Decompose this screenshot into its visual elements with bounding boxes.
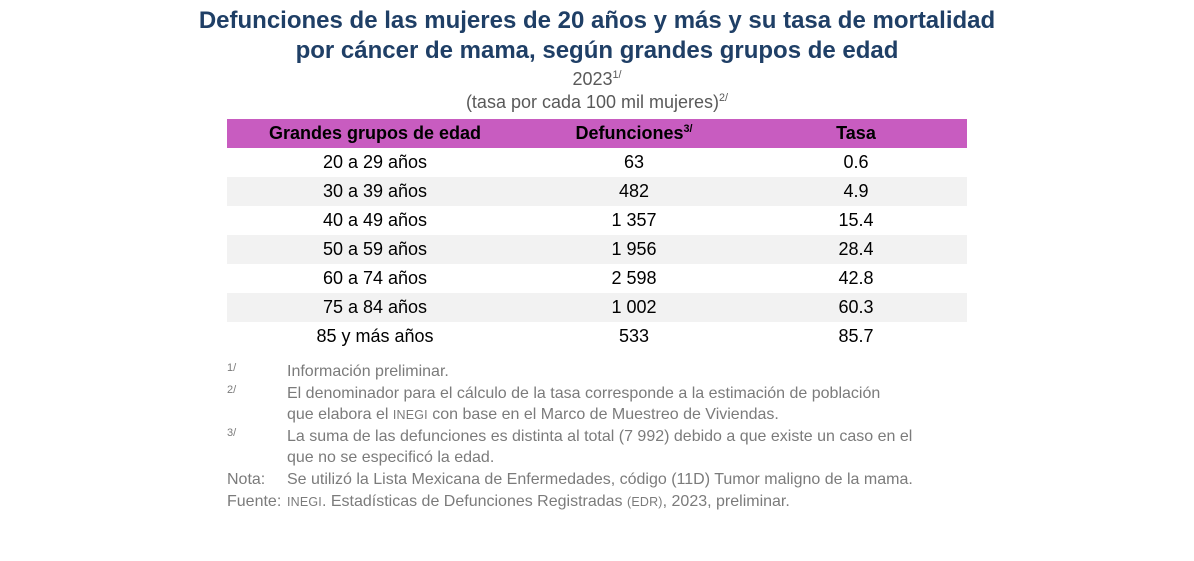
footnote-nota: Nota: Se utilizó la Lista Mexicana de En… [227,469,913,491]
cell-tasa: 60.3 [745,293,967,322]
cell-tasa: 15.4 [745,206,967,235]
data-table: Grandes grupos de edad Defunciones3/ Tas… [227,119,967,351]
footnote-2b-inegi: INEGI [393,408,428,422]
table-body: 20 a 29 años630.6 30 a 39 años4824.9 40 … [227,148,967,351]
cell-def: 533 [523,322,745,351]
subtitle-rate: (tasa por cada 100 mil mujeres)2/ [0,91,1194,114]
cell-age: 75 a 84 años [227,293,523,322]
cell-def: 1 956 [523,235,745,264]
year-text: 2023 [572,69,612,89]
col-header-tasa-text: Tasa [836,123,876,143]
subtitle-year: 20231/ [0,68,1194,91]
rate-text: (tasa por cada 100 mil mujeres) [466,92,719,112]
page-root: Defunciones de las mujeres de 20 años y … [0,0,1194,512]
cell-age: 40 a 49 años [227,206,523,235]
cell-age: 50 a 59 años [227,235,523,264]
fuente-inegi: INEGI [287,495,322,509]
table-row: 30 a 39 años4824.9 [227,177,967,206]
page-title: Defunciones de las mujeres de 20 años y … [0,6,1194,66]
footnote-2b-part2: con base en el Marco de Muestreo de Vivi… [428,406,779,423]
cell-tasa: 0.6 [745,148,967,177]
nota-label: Nota: [227,469,287,491]
spacer [227,447,287,469]
cell-tasa: 42.8 [745,264,967,293]
footnote-2-label: 2/ [227,383,287,405]
col-header-def-text: Defunciones [575,123,683,143]
spacer [227,404,287,426]
table-head: Grandes grupos de edad Defunciones3/ Tas… [227,119,967,148]
footnote-1-text: Información preliminar. [287,361,913,383]
fuente-label: Fuente: [227,491,287,513]
cell-def: 2 598 [523,264,745,293]
fuente-text: INEGI. Estadísticas de Defunciones Regis… [287,491,913,513]
footnote-3b-text: que no se especificó la edad. [287,447,913,469]
col-header-def: Defunciones3/ [523,119,745,148]
table-row: 85 y más años53385.7 [227,322,967,351]
col-header-age: Grandes grupos de edad [227,119,523,148]
fuente-edr: (EDR) [627,495,663,509]
footnotes: 1/ Información preliminar. 2/ El denomin… [227,361,967,512]
title-line-2: por cáncer de mama, según grandes grupos… [296,37,899,64]
footnote-2b: que elabora el INEGI con base en el Marc… [227,404,913,426]
title-line-1: Defunciones de las mujeres de 20 años y … [199,7,995,34]
cell-age: 60 a 74 años [227,264,523,293]
footnote-3a: 3/ La suma de las defunciones es distint… [227,426,913,448]
table-row: 60 a 74 años2 59842.8 [227,264,967,293]
footnote-1: 1/ Información preliminar. [227,361,913,383]
col-header-def-sup: 3/ [684,123,693,135]
cell-age: 30 a 39 años [227,177,523,206]
cell-tasa: 28.4 [745,235,967,264]
fuente-part2: . Estadísticas de Defunciones Registrada… [322,493,627,510]
table-row: 40 a 49 años1 35715.4 [227,206,967,235]
footnote-3b: que no se especificó la edad. [227,447,913,469]
footnote-2b-part1: que elabora el [287,406,393,423]
footnote-fuente: Fuente: INEGI. Estadísticas de Defuncion… [227,491,913,513]
col-header-age-text: Grandes grupos de edad [269,123,481,143]
footnote-3-label: 3/ [227,426,287,448]
table-row: 75 a 84 años1 00260.3 [227,293,967,322]
cell-def: 63 [523,148,745,177]
footnote-3a-text: La suma de las defunciones es distinta a… [287,426,913,448]
year-sup: 1/ [613,69,622,81]
nota-text: Se utilizó la Lista Mexicana de Enfermed… [287,469,913,491]
col-header-tasa: Tasa [745,119,967,148]
footnote-2a-text: El denominador para el cálculo de la tas… [287,383,913,405]
footnotes-table: 1/ Información preliminar. 2/ El denomin… [227,361,913,512]
footnote-2b-text: que elabora el INEGI con base en el Marc… [287,404,913,426]
cell-tasa: 85.7 [745,322,967,351]
cell-age: 20 a 29 años [227,148,523,177]
cell-def: 482 [523,177,745,206]
table-row: 50 a 59 años1 95628.4 [227,235,967,264]
header-row: Grandes grupos de edad Defunciones3/ Tas… [227,119,967,148]
cell-def: 1 357 [523,206,745,235]
footnote-1-label: 1/ [227,361,287,383]
cell-tasa: 4.9 [745,177,967,206]
cell-age: 85 y más años [227,322,523,351]
footnote-2a: 2/ El denominador para el cálculo de la … [227,383,913,405]
cell-def: 1 002 [523,293,745,322]
fuente-part3: , 2023, preliminar. [663,493,790,510]
rate-sup: 2/ [719,92,728,104]
table-row: 20 a 29 años630.6 [227,148,967,177]
